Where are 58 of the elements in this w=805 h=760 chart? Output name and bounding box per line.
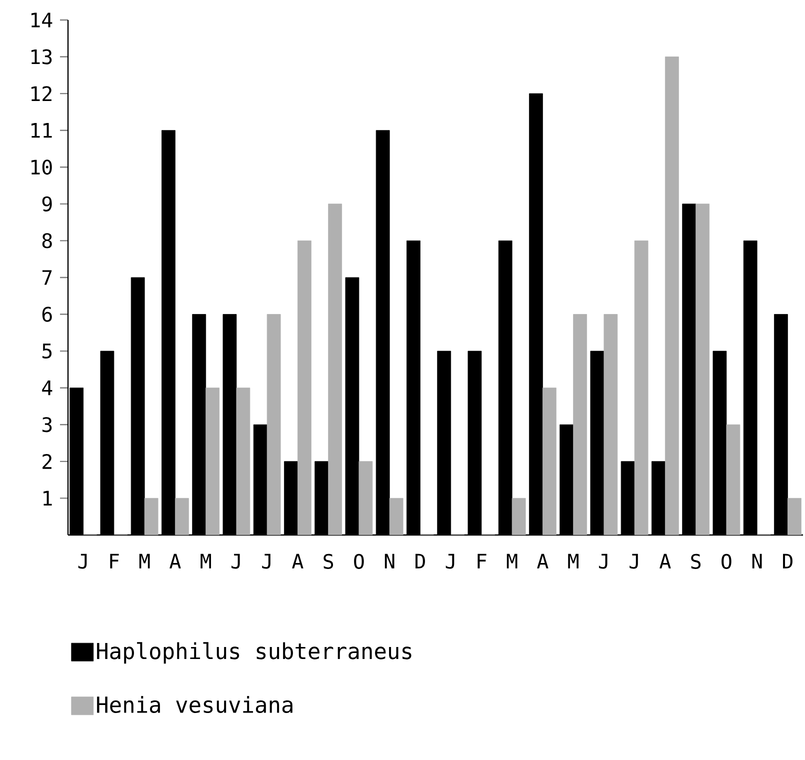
x-tick-label: F — [110, 554, 119, 568]
bar — [542, 388, 556, 535]
x-tick-label: A — [660, 554, 671, 568]
x-tick-label: N — [384, 554, 394, 568]
x-tick-label: D — [783, 554, 792, 568]
x-tick-label: S — [691, 554, 701, 569]
x-tick-label: J — [630, 554, 638, 569]
x-tick-label: A — [292, 554, 304, 568]
bar — [358, 461, 373, 535]
bar — [573, 314, 587, 535]
x-tick-label: J — [262, 554, 270, 569]
bar — [787, 498, 802, 535]
x-tick-label: N — [752, 554, 762, 568]
bar — [604, 314, 618, 535]
y-tick-label: 11 — [31, 123, 52, 138]
bar — [726, 424, 740, 535]
bar — [297, 240, 312, 535]
y-tick-label: 4 — [42, 380, 52, 396]
bar — [512, 498, 526, 535]
x-tick-label: M — [200, 554, 211, 568]
y-tick-label: 9 — [42, 196, 52, 212]
x-tick-label: J — [598, 554, 608, 569]
y-tick-label: 3 — [42, 417, 52, 432]
x-tick-label: M — [568, 554, 578, 568]
bar — [665, 56, 679, 535]
y-tick-label: 7 — [42, 270, 52, 285]
bar — [144, 498, 158, 535]
x-tick-label: O — [722, 554, 732, 569]
y-tick-label: 13 — [31, 49, 52, 64]
x-tick-label: J — [231, 554, 240, 569]
bar — [389, 498, 404, 535]
x-tick-label: M — [139, 554, 150, 568]
bar — [328, 204, 342, 535]
bar — [175, 498, 189, 535]
x-tick-label: M — [506, 554, 518, 568]
y-tick-label: 12 — [31, 86, 52, 101]
y-tick-label: 8 — [42, 233, 52, 248]
bar — [696, 204, 710, 535]
bar — [206, 388, 220, 535]
y-tick-label: 2 — [42, 454, 52, 469]
y-tick-label: 14 — [31, 12, 52, 28]
legend-label: Haplophilus subterraneus — [97, 642, 412, 664]
x-tick-label: A — [537, 554, 548, 568]
x-tick-label: A — [170, 554, 181, 568]
x-tick-label: D — [416, 554, 425, 568]
y-tick-label: 5 — [42, 344, 52, 358]
legend-label: Henia vesuviana — [97, 696, 292, 714]
x-tick-label: J — [446, 554, 454, 569]
x-tick-label: S — [324, 554, 334, 569]
y-tick-label: 1 — [44, 490, 52, 506]
x-tick-label: J — [78, 554, 87, 569]
x-tick-label: O — [354, 554, 364, 569]
bar — [236, 388, 250, 535]
y-tick-label: 10 — [31, 160, 52, 175]
bar — [634, 240, 648, 535]
y-tick-label: 6 — [42, 306, 52, 322]
bar — [266, 314, 281, 535]
x-tick-label: F — [478, 554, 486, 568]
